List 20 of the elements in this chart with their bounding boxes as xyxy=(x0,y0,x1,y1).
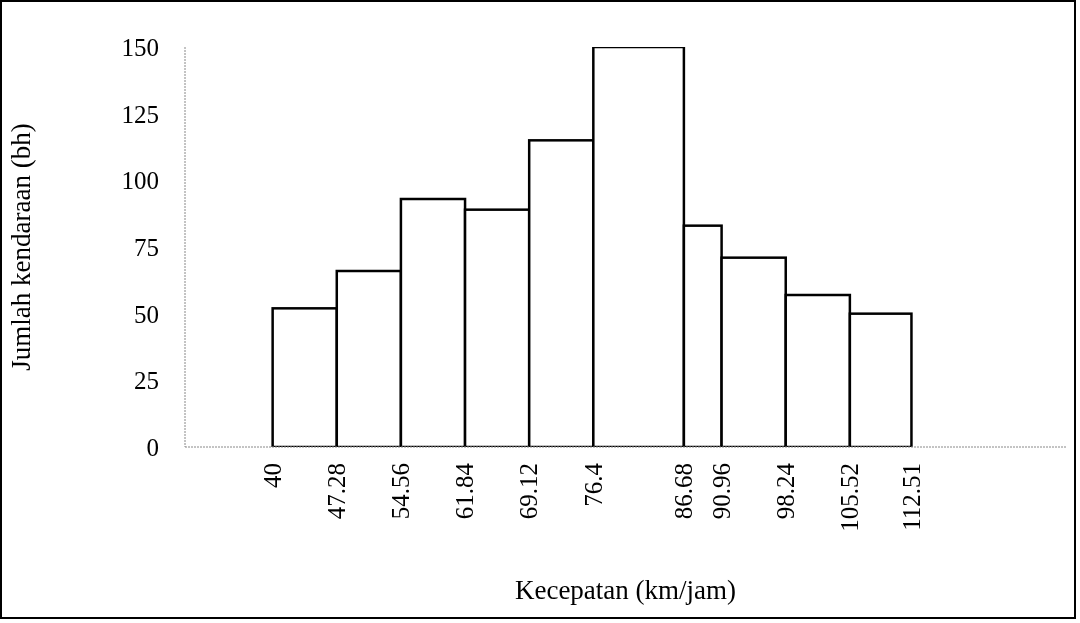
y-tick-label: 50 xyxy=(134,300,159,328)
x-axis-title: Kecepatan (km/jam) xyxy=(514,575,737,605)
y-tick-label: 125 xyxy=(121,100,159,128)
y-axis-title: Jumlah kendaraan (bh) xyxy=(5,123,36,371)
x-tick-label: 90.96 xyxy=(707,463,735,520)
y-tick-label: 100 xyxy=(121,167,159,195)
x-tick-label: 40 xyxy=(258,463,286,488)
x-tick-label: 86.68 xyxy=(670,463,698,520)
x-tick-label: 98.24 xyxy=(771,462,799,520)
x-tick-label: 69.12 xyxy=(515,463,543,520)
x-tick-label: 105.52 xyxy=(836,463,864,532)
x-tick-label: 112.51 xyxy=(897,463,925,531)
x-tick-label: 76.4 xyxy=(579,462,607,507)
x-tick-label: 54.56 xyxy=(387,463,415,520)
x-tick-label: 61.84 xyxy=(451,462,479,520)
y-tick-label: 0 xyxy=(146,433,159,461)
y-tick-label: 75 xyxy=(134,233,159,261)
y-tick-label: 25 xyxy=(134,367,159,395)
y-tick-label: 150 xyxy=(121,33,159,61)
x-tick-label: 47.28 xyxy=(322,463,350,520)
